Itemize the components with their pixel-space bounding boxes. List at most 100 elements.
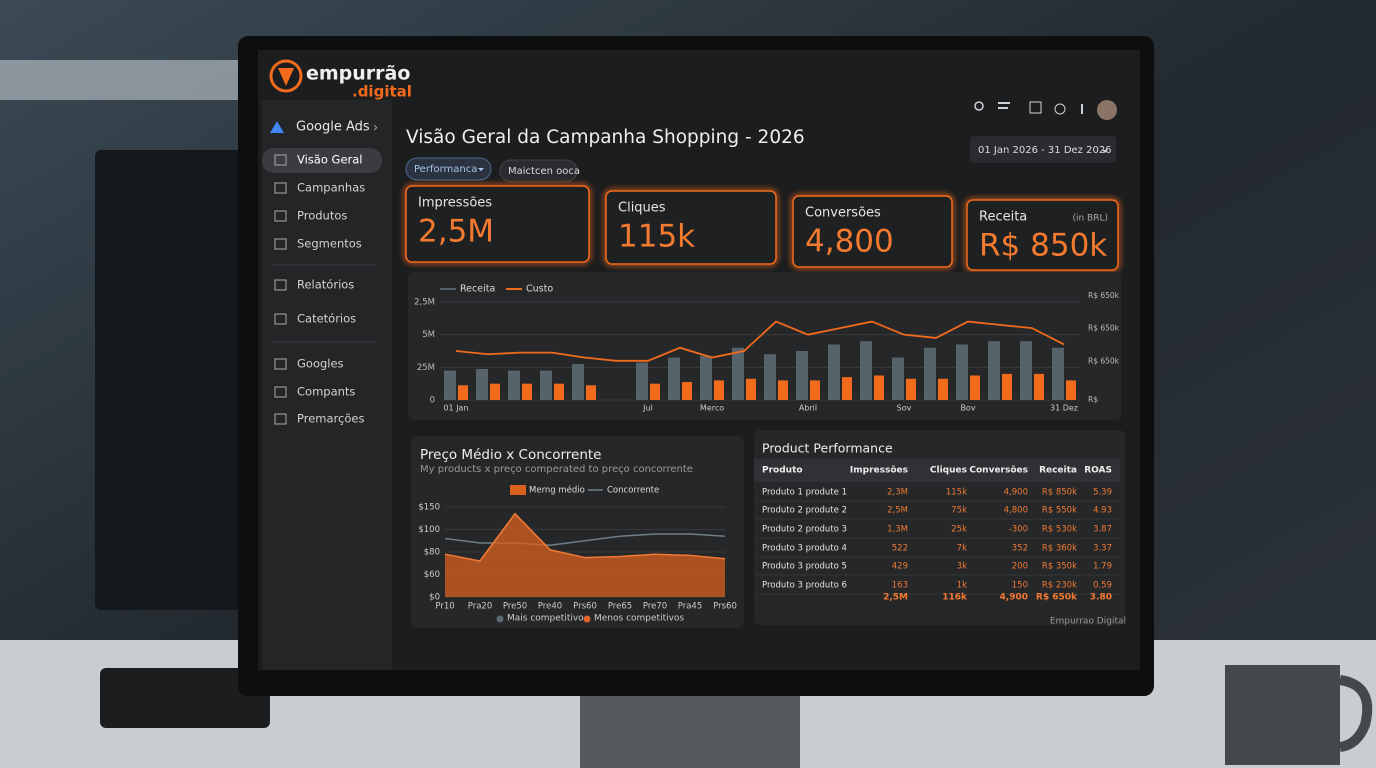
nav-item[interactable]: Campanhas bbox=[297, 181, 365, 195]
bar bbox=[810, 380, 820, 400]
y-tick-label: 25M bbox=[417, 363, 435, 373]
cell: 0.59 bbox=[1093, 581, 1112, 591]
bar bbox=[732, 347, 744, 400]
nav-icon bbox=[274, 413, 287, 425]
panel-subtitle: My products x preço comperated to preço … bbox=[420, 464, 693, 475]
cell: Produto 3 produto 4 bbox=[762, 544, 847, 554]
footer: Empurrao Digital bbox=[1050, 617, 1126, 627]
filter-label: Performanca bbox=[414, 164, 477, 175]
y-tick-label: 2,5M bbox=[414, 298, 435, 308]
kpi-label: Receita bbox=[979, 210, 1027, 225]
x-tick-label: Pre65 bbox=[608, 602, 632, 612]
avatar[interactable] bbox=[1097, 100, 1117, 120]
column-header: Cliques bbox=[930, 466, 967, 476]
table-header bbox=[754, 459, 1120, 482]
legend-label: Mais competitivo bbox=[507, 614, 584, 624]
y-tick-label: $60 bbox=[424, 570, 440, 580]
legend-dot bbox=[496, 615, 504, 623]
nav-item[interactable]: Premarções bbox=[297, 412, 364, 426]
cell: 4,900 bbox=[1004, 488, 1028, 498]
cell: 4,800 bbox=[1004, 506, 1028, 516]
kpi-card bbox=[405, 185, 590, 263]
bar bbox=[1002, 373, 1012, 400]
cell: Produto 3 produto 6 bbox=[762, 581, 847, 591]
y-tick-label: 5M bbox=[422, 330, 435, 340]
y-tick-label: $0 bbox=[429, 593, 440, 603]
cell: R$ 850k bbox=[1042, 488, 1077, 498]
bar bbox=[906, 378, 916, 400]
filter-chip[interactable] bbox=[499, 159, 578, 183]
cell: 5.39 bbox=[1093, 488, 1112, 498]
area bbox=[445, 513, 725, 597]
google-ads-icon bbox=[270, 121, 284, 133]
kpi-value: R$ 850k bbox=[979, 228, 1107, 264]
y2-tick-label: R$ 650k bbox=[1088, 324, 1120, 333]
panel-title: Product Performance bbox=[762, 441, 893, 456]
legend-label: Concorrente bbox=[607, 486, 659, 496]
nav-item[interactable]: Segmentos bbox=[297, 237, 362, 251]
nav-item[interactable]: Compants bbox=[297, 385, 355, 399]
cell: -300 bbox=[1009, 525, 1028, 535]
cell: 1k bbox=[957, 581, 967, 591]
cell: 200 bbox=[1012, 562, 1028, 572]
mug-handle bbox=[1339, 675, 1373, 752]
legend-swatch bbox=[510, 485, 526, 495]
bar bbox=[842, 377, 852, 400]
brand-name: empurrão bbox=[306, 63, 410, 85]
bar bbox=[860, 341, 872, 400]
filter-chip[interactable] bbox=[405, 157, 492, 181]
bar bbox=[522, 383, 532, 400]
y2-tick-label: R$ bbox=[1088, 395, 1098, 404]
bar bbox=[1066, 380, 1076, 400]
keyboard bbox=[100, 668, 270, 728]
y-tick-label: 0 bbox=[430, 396, 435, 406]
total-cell: 3.80 bbox=[1090, 593, 1112, 603]
column-header: Receita bbox=[1039, 466, 1077, 476]
x-tick-label: Sov bbox=[897, 404, 912, 413]
nav-item[interactable]: Visão Geral bbox=[297, 153, 363, 167]
nav-icon bbox=[274, 279, 287, 291]
legend-label: Receita bbox=[460, 284, 495, 295]
kpi-label: Conversões bbox=[805, 206, 881, 221]
nav-item[interactable]: Produtos bbox=[297, 209, 347, 223]
column-header: Impressões bbox=[850, 466, 908, 476]
cell: R$ 350k bbox=[1042, 562, 1077, 572]
cell: 1,3M bbox=[887, 525, 908, 535]
x-tick-label: Prs60 bbox=[573, 602, 597, 612]
x-tick-label: Pre40 bbox=[538, 602, 562, 612]
bar bbox=[1034, 373, 1044, 400]
date-picker[interactable] bbox=[970, 136, 1116, 163]
filter-label: Maictcen ooca bbox=[508, 166, 580, 177]
x-tick-label: Prs60 bbox=[713, 602, 737, 612]
nav-active[interactable] bbox=[262, 148, 382, 173]
cell: R$ 360k bbox=[1042, 544, 1077, 554]
cell: 163 bbox=[892, 581, 908, 591]
x-tick-label: Abril bbox=[799, 404, 817, 413]
nav-icon bbox=[274, 358, 287, 370]
y-tick-label: $80 bbox=[424, 548, 440, 558]
x-tick-label: Pra45 bbox=[678, 602, 703, 612]
column-header: ROAS bbox=[1084, 466, 1112, 476]
logo-mark-inner bbox=[278, 68, 294, 86]
nav-item[interactable]: Catetórios bbox=[297, 312, 356, 326]
x-tick-label: 31 Dez bbox=[1050, 404, 1078, 413]
bar bbox=[490, 383, 500, 400]
bar bbox=[554, 383, 564, 400]
cell: R$ 230k bbox=[1042, 581, 1077, 591]
bar bbox=[668, 357, 680, 400]
nav-item[interactable]: Googles bbox=[297, 357, 344, 371]
x-tick-label: Merco bbox=[700, 404, 724, 413]
cell: 522 bbox=[892, 544, 908, 554]
kpi-card bbox=[792, 195, 953, 268]
panel-title: Preço Médio x Concorrente bbox=[420, 447, 602, 463]
bar bbox=[988, 341, 1000, 400]
cell: 75k bbox=[951, 506, 967, 516]
nav-item[interactable]: Relatórios bbox=[297, 278, 354, 292]
total-cell: 116k bbox=[942, 593, 968, 603]
y2-tick-label: R$ 650k bbox=[1088, 291, 1120, 300]
x-tick-label: Pre70 bbox=[643, 602, 667, 612]
cell: Produto 3 produto 5 bbox=[762, 562, 847, 572]
legend-dot bbox=[583, 615, 591, 623]
y-tick-label: $100 bbox=[418, 525, 440, 535]
